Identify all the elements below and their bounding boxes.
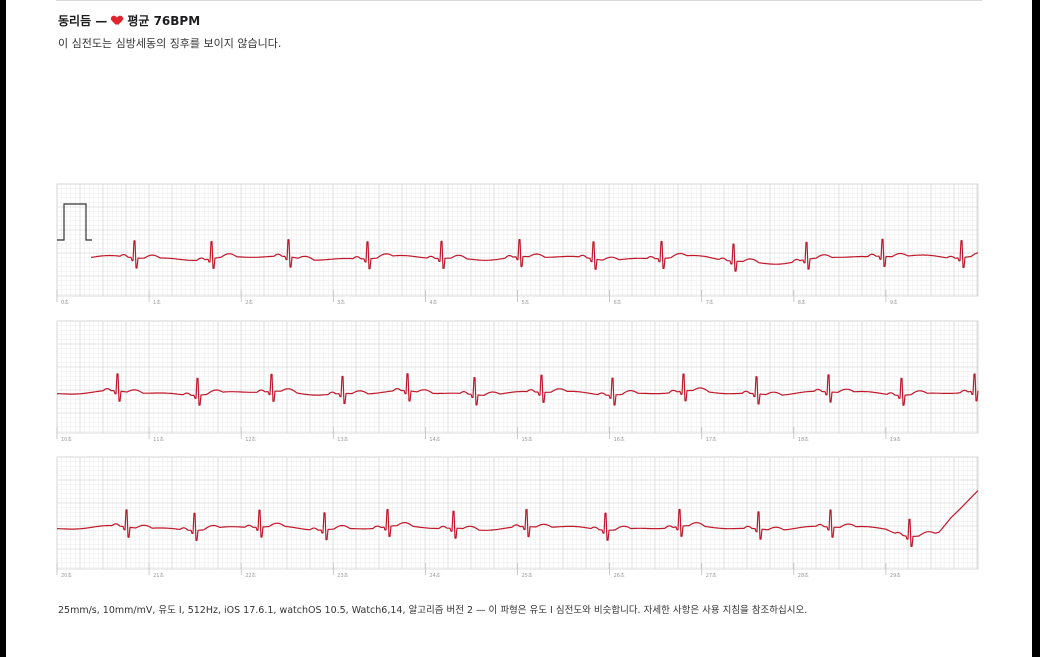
time-label: 15초	[522, 437, 533, 443]
time-label: 28초	[798, 573, 809, 579]
time-label: 25초	[522, 573, 533, 579]
top-divider	[56, 0, 982, 1]
grid-background	[57, 457, 978, 569]
ecg-trace	[56, 373, 979, 406]
time-label: 26초	[614, 573, 625, 579]
time-label: 21초	[153, 573, 164, 579]
time-label: 24초	[429, 573, 440, 579]
time-label: 6초	[614, 300, 622, 306]
time-label: 4초	[429, 300, 437, 306]
ecg-chart: 0초 1초 2초 3초 4초 5초 6초 7초 8초 9초 10초 11초 12초 13초 14초 15초 16…	[56, 183, 979, 579]
time-label: 22초	[245, 573, 256, 579]
time-label: 20초	[61, 573, 72, 579]
ecg-trace	[56, 490, 979, 547]
time-label: 1초	[153, 300, 161, 306]
ecg-strip-2: 10초 11초 12초 13초 14초 15초 16초 17초 18초 19초	[56, 320, 979, 443]
time-label: 5초	[522, 300, 530, 306]
time-label: 29초	[890, 573, 901, 579]
time-label: 27초	[706, 573, 717, 579]
time-label: 10초	[61, 437, 72, 443]
time-label: 16초	[614, 437, 625, 443]
time-label: 0초	[61, 300, 69, 306]
calibration-pulse	[57, 203, 92, 241]
time-label: 7초	[706, 300, 714, 306]
time-label: 19초	[890, 437, 901, 443]
time-label: 8초	[798, 300, 806, 306]
time-label: 2초	[245, 300, 253, 306]
header-row: 동리듬 — 평균 76BPM	[58, 11, 200, 29]
ecg-report-page: 동리듬 — 평균 76BPM 이 심전도는 심방세동의 징후를 보이지 않습니다…	[6, 0, 1032, 657]
average-bpm: 평균 76BPM	[127, 13, 201, 28]
ecg-strip-1: 0초 1초 2초 3초 4초 5초 6초 7초 8초 9초	[56, 183, 979, 306]
time-label: 23초	[337, 573, 348, 579]
time-label: 13초	[337, 437, 348, 443]
ecg-summary: 이 심전도는 심방세동의 징후를 보이지 않습니다.	[58, 37, 282, 50]
recording-details: 25mm/s, 10mm/mV, 유도 I, 512Hz, iOS 17.6.1…	[58, 605, 808, 616]
time-label: 12초	[245, 437, 256, 443]
time-label: 11초	[153, 437, 164, 443]
ecg-strip-3: 20초 21초 22초 23초 24초 25초 26초 27초 28초 29초	[56, 456, 979, 579]
time-label: 9초	[890, 300, 898, 306]
time-label: 17초	[706, 437, 717, 443]
rhythm-title: 동리듬 —	[58, 13, 108, 28]
time-label: 18초	[798, 437, 809, 443]
ecg-trace	[90, 238, 979, 272]
grid-background	[57, 184, 978, 296]
grid-background	[57, 321, 978, 433]
time-label: 3초	[337, 300, 345, 306]
time-label: 14초	[429, 437, 440, 443]
